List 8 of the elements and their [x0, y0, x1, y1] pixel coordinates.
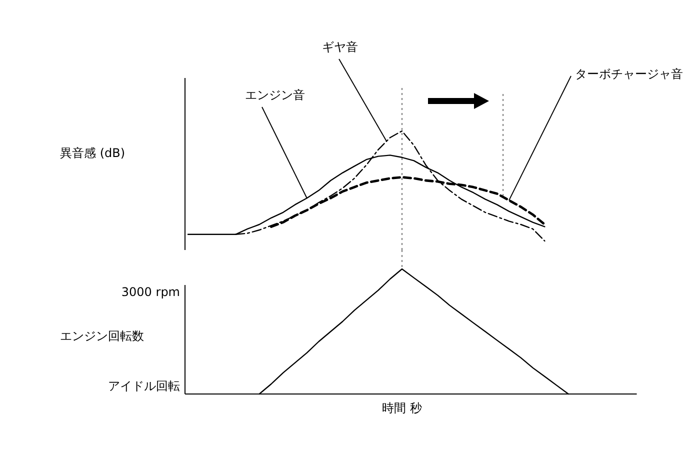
- text: 3000 rpm: [121, 285, 180, 299]
- x-axis-title: 時間 秒: [382, 401, 422, 415]
- y-axis-title: エンジン回転数: [60, 329, 144, 343]
- text: アイドル回転: [108, 379, 180, 393]
- text: ギヤ音: [322, 40, 358, 54]
- y-axis-title: 異音感 (dB): [60, 146, 126, 160]
- text: エンジン音: [245, 88, 305, 102]
- text: ターボチャージャ音: [575, 67, 683, 81]
